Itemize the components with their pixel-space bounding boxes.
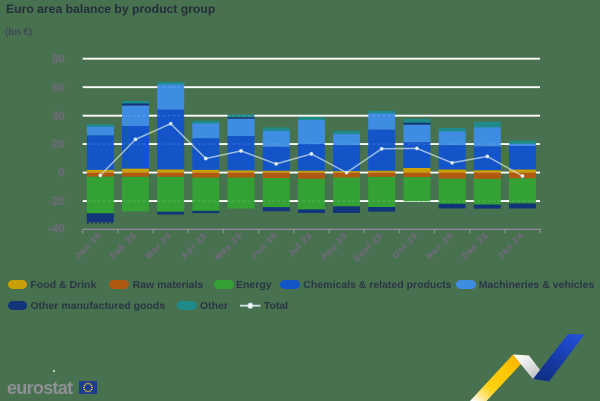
svg-text:Nov 23: Nov 23	[424, 230, 455, 261]
svg-text:Jul 23: Jul 23	[286, 230, 314, 258]
svg-text:40: 40	[52, 111, 65, 123]
svg-text:-40: -40	[48, 223, 65, 235]
svg-text:Sept 23: Sept 23	[351, 230, 384, 263]
svg-text:May 23: May 23	[213, 230, 244, 261]
svg-text:Feb 23: Feb 23	[108, 230, 138, 260]
svg-text:Dec 23: Dec 23	[460, 230, 491, 261]
svg-text:-20: -20	[48, 196, 65, 208]
svg-text:20: 20	[52, 139, 65, 151]
svg-text:60: 60	[52, 82, 65, 94]
svg-text:Oct 23: Oct 23	[390, 230, 420, 260]
svg-text:Aug 23: Aug 23	[318, 230, 349, 261]
svg-text:80: 80	[52, 54, 65, 66]
svg-text:0: 0	[58, 168, 64, 180]
svg-text:Jan 24: Jan 24	[495, 230, 525, 260]
svg-text:Jun 23: Jun 23	[249, 230, 279, 260]
svg-text:Mar 23: Mar 23	[143, 230, 173, 260]
svg-text:Jan 23: Jan 23	[73, 230, 103, 260]
svg-text:Apr 23: Apr 23	[179, 230, 209, 260]
